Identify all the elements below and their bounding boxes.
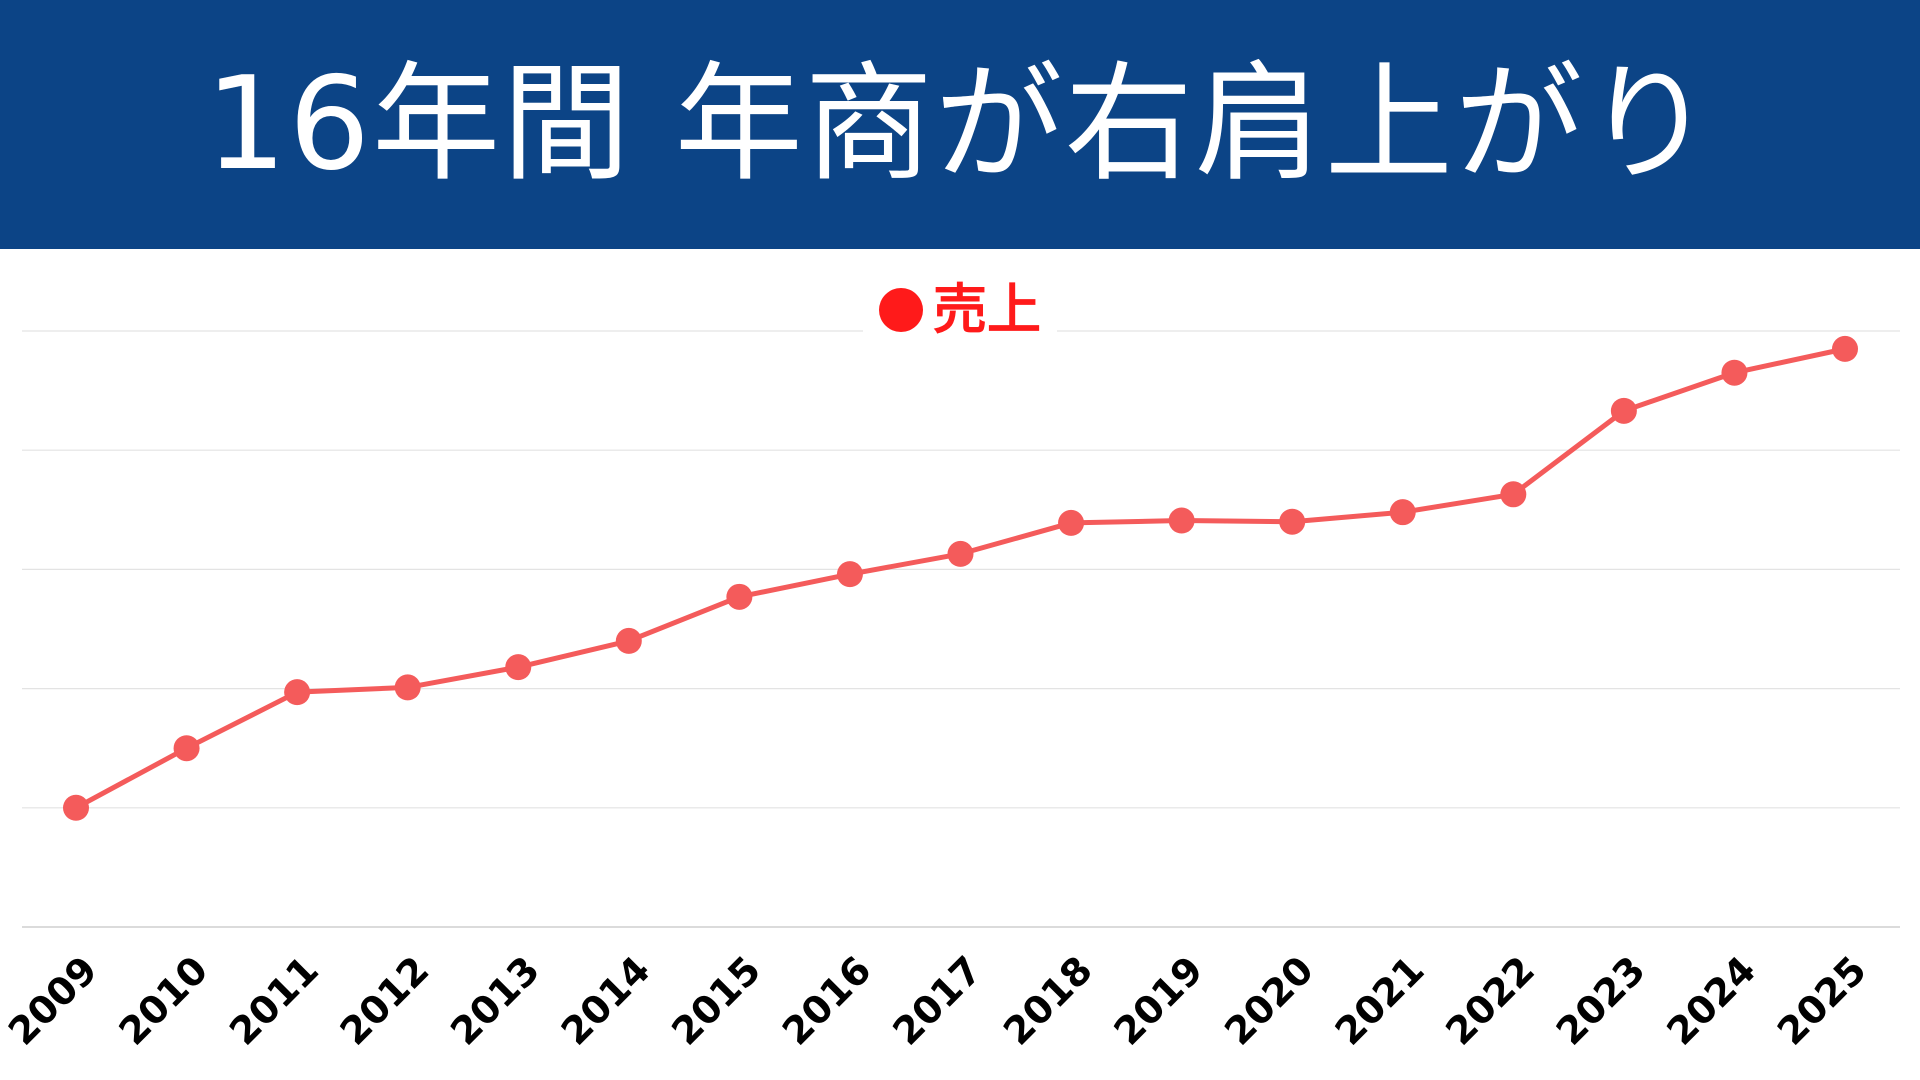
x-tick-label-2011: 2011: [221, 948, 327, 1054]
x-tick-label-2016: 2016: [774, 948, 880, 1054]
x-tick-label-2018: 2018: [995, 948, 1101, 1054]
x-tick-label-2014: 2014: [553, 948, 659, 1054]
legend-marker-icon: [879, 288, 923, 332]
x-tick-label-2009: 2009: [0, 948, 106, 1054]
data-point-2010: [173, 735, 200, 762]
data-point-2022: [1500, 481, 1527, 508]
legend: 売上: [0, 283, 1920, 337]
data-point-2014: [615, 627, 642, 654]
title-banner: 16年間 年商が右肩上がり: [0, 0, 1920, 249]
data-point-2025: [1832, 335, 1858, 362]
x-tick-label-2017: 2017: [884, 948, 990, 1054]
legend-item: 売上: [863, 283, 1057, 337]
data-point-2015: [726, 583, 753, 610]
data-points: [63, 335, 1858, 821]
data-point-2020: [1279, 508, 1306, 535]
x-tick-label-2023: 2023: [1548, 948, 1654, 1054]
data-point-2019: [1168, 507, 1195, 534]
x-tick-label-2015: 2015: [663, 948, 769, 1054]
data-point-2016: [836, 561, 863, 588]
x-tick-label-2013: 2013: [442, 948, 548, 1054]
data-point-2021: [1389, 499, 1416, 526]
x-tick-label-2019: 2019: [1106, 948, 1212, 1054]
x-tick-label-2024: 2024: [1658, 948, 1764, 1054]
sales-line-chart: 2009 2010 2011 2012 2013 2014 2015 2016 2017 2018…: [0, 330, 1900, 1054]
x-tick-label-2010: 2010: [110, 948, 216, 1054]
x-tick-label-2021: 2021: [1327, 948, 1433, 1054]
x-tick-label-2025: 2025: [1769, 948, 1875, 1054]
x-tick-label-2012: 2012: [332, 948, 438, 1054]
data-point-2012: [394, 674, 421, 701]
data-point-2013: [505, 654, 532, 681]
data-point-2011: [284, 679, 311, 706]
page-title: 16年間 年商が右肩上がり: [205, 49, 1715, 199]
x-tick-labels: 2009 2010 2011 2012 2013 2014 2015 2016 2017 2018…: [0, 948, 1875, 1054]
series-line-sales: [73, 346, 1848, 811]
x-tick-label-2020: 2020: [1216, 948, 1322, 1054]
series-line-layer: [73, 346, 1848, 811]
data-point-2018: [1058, 509, 1085, 536]
x-tick-label-2022: 2022: [1437, 948, 1543, 1054]
data-point-2009: [63, 794, 89, 821]
data-point-2023: [1610, 397, 1637, 424]
legend-label: 売上: [933, 278, 1041, 341]
data-point-2024: [1721, 359, 1748, 386]
data-point-2017: [947, 540, 974, 567]
